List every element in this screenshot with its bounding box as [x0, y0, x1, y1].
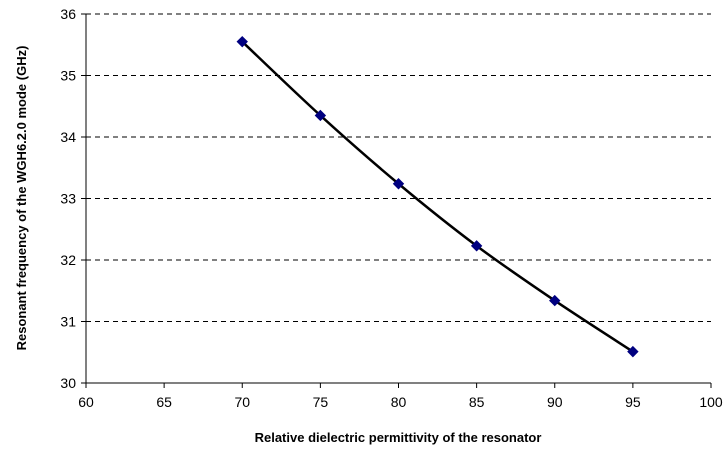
- x-tick-label: 60: [78, 394, 94, 410]
- gridlines: [86, 13, 711, 322]
- y-tick-label: 30: [60, 375, 76, 391]
- x-tick-label: 90: [547, 394, 563, 410]
- x-tick-label: 70: [234, 394, 250, 410]
- y-tick-label: 36: [60, 6, 76, 22]
- x-tick-label: 85: [469, 394, 485, 410]
- data-point-0: [236, 35, 248, 48]
- x-tick-label: 80: [391, 394, 407, 410]
- data-point-1: [314, 109, 327, 122]
- y-tick-label: 34: [60, 129, 76, 145]
- x-tick-label: 75: [313, 394, 329, 410]
- data-point-4: [549, 294, 561, 307]
- data-point-5: [627, 345, 639, 358]
- x-axis-title: Relative dielectric permittivity of the …: [255, 430, 542, 445]
- series-line: [241, 40, 634, 353]
- y-tick-label: 33: [60, 191, 76, 207]
- y-tick-labels: 30 31 32 33 34 35 36: [60, 6, 76, 391]
- y-tick-label: 32: [60, 252, 76, 268]
- data-point-2: [392, 178, 405, 190]
- y-tick-label: 35: [60, 68, 76, 84]
- data-point-3: [470, 240, 483, 252]
- x-tick-labels: 60 65 70 75 80 85 90 95 100: [78, 394, 723, 410]
- x-tick-label: 65: [156, 394, 172, 410]
- axes: [81, 13, 712, 388]
- y-tick-label: 31: [60, 314, 76, 330]
- y-axis-title: Resonant frequency of the WGH6.2.0 mode …: [14, 46, 29, 351]
- series-markers: [236, 35, 639, 358]
- x-tick-label: 95: [625, 394, 641, 410]
- x-tick-label: 100: [699, 394, 723, 410]
